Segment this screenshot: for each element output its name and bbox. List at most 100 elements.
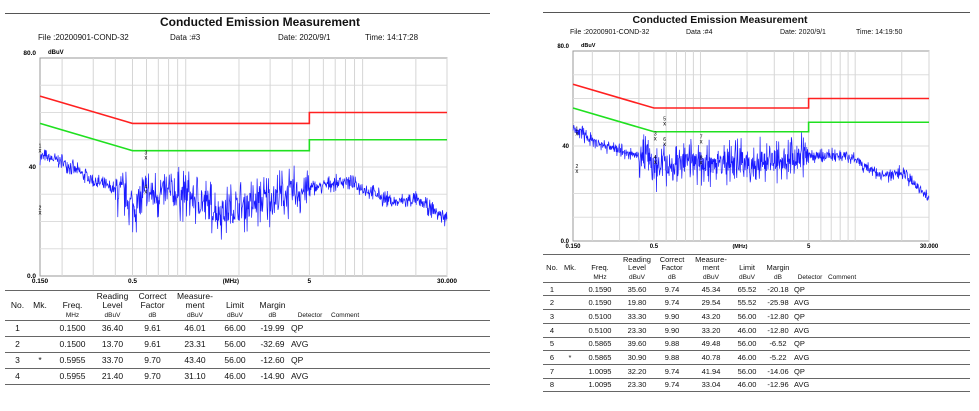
table-row: 6 * 0.5865 30.90 9.88 40.78 46.00 -5.22 AVG bbox=[543, 350, 970, 365]
cell-no: 4 bbox=[5, 367, 30, 385]
cell-no: 2 bbox=[5, 335, 30, 353]
cell-correct: 9.88 bbox=[653, 336, 691, 351]
results-table-left: No. Mk. Freq. Reading Level Correct Factor Me… bbox=[5, 290, 490, 385]
cell-no: 3 bbox=[543, 309, 561, 324]
avg-limit-line bbox=[572, 107, 929, 133]
qp-limit-line bbox=[572, 83, 929, 109]
cell-measure: 43.40 bbox=[175, 351, 215, 369]
cell-detector: QP bbox=[793, 281, 827, 296]
cell-limit: 56.00 bbox=[215, 351, 255, 369]
date-label: Date: 2020/9/1 bbox=[278, 33, 331, 42]
marker-number: 4 bbox=[654, 155, 657, 161]
col-header-margin: Margin bbox=[766, 262, 790, 272]
marker-x: x bbox=[654, 136, 657, 142]
cell-reading: 32.20 bbox=[621, 363, 653, 379]
cell-limit: 65.52 bbox=[731, 281, 763, 296]
cell-mk bbox=[561, 336, 579, 351]
col-header-limit: Limit bbox=[739, 262, 755, 272]
cell-measure: 45.34 bbox=[691, 281, 731, 296]
cell-no: 8 bbox=[543, 377, 561, 393]
cell-measure: 40.78 bbox=[691, 350, 731, 365]
y-tick-label: 80.0 bbox=[557, 44, 569, 50]
cell-reading: 35.60 bbox=[621, 281, 653, 296]
marker-number: 5 bbox=[663, 116, 666, 122]
cell-no: 6 bbox=[543, 350, 561, 365]
unit-u_limit: dBuV bbox=[227, 311, 243, 319]
cell-correct: 9.74 bbox=[653, 377, 691, 393]
file-label: File :20200901-COND-32 bbox=[38, 33, 129, 42]
marker-x: x bbox=[700, 161, 703, 167]
table-row: 2 0.1500 13.70 9.61 23.31 56.00 -32.69 AVG bbox=[5, 335, 490, 353]
cell-no: 1 bbox=[543, 281, 561, 296]
marker-x: x bbox=[39, 210, 42, 216]
unit-detector: Detector bbox=[297, 311, 323, 319]
unit-u_correct: dB bbox=[668, 273, 676, 281]
cell-mk bbox=[561, 295, 579, 310]
cell-measure: 23.31 bbox=[175, 335, 215, 353]
col-header-freq: Freq. bbox=[591, 262, 609, 272]
chart-title: Conducted Emission Measurement bbox=[632, 14, 808, 26]
cell-limit: 46.00 bbox=[731, 322, 763, 337]
cell-reading: 23.30 bbox=[621, 322, 653, 337]
emission-trace bbox=[39, 149, 448, 240]
cell-no: 2 bbox=[543, 295, 561, 310]
cell-freq: 0.1590 bbox=[579, 295, 621, 310]
chart-title: Conducted Emission Measurement bbox=[159, 15, 361, 29]
unit-detector: Detector bbox=[797, 273, 823, 281]
marker-number: 1 bbox=[39, 144, 42, 150]
table-row: 4 0.5100 23.30 9.90 33.20 46.00 -12.80 AVG bbox=[543, 322, 970, 337]
header-row: No. Mk. Freq. Reading Level Correct Factor Me… bbox=[543, 254, 970, 273]
cell-mk bbox=[561, 322, 579, 337]
cell-detector: QP bbox=[793, 363, 827, 379]
cell-mk bbox=[561, 309, 579, 324]
cell-reading: 39.60 bbox=[621, 336, 653, 351]
cell-measure: 46.01 bbox=[175, 319, 215, 337]
unit-u_freq: MHz bbox=[593, 273, 607, 281]
cell-detector: AVG bbox=[290, 335, 330, 353]
marker-x: x bbox=[663, 142, 666, 148]
cell-detector: AVG bbox=[793, 350, 827, 365]
col-header-limit: Limit bbox=[226, 299, 244, 310]
cell-limit: 56.00 bbox=[731, 363, 763, 379]
col-header-freq: Freq. bbox=[62, 299, 83, 310]
cell-reading: 33.70 bbox=[95, 351, 130, 369]
marker-number: 6 bbox=[663, 137, 666, 143]
cell-freq: 0.1590 bbox=[579, 281, 621, 296]
y-axis-unit: dBuV bbox=[48, 50, 64, 56]
cell-correct: 9.74 bbox=[653, 281, 691, 296]
marker-x: x bbox=[575, 169, 578, 175]
cell-margin: -19.99 bbox=[255, 319, 290, 337]
cell-freq: 0.1500 bbox=[50, 319, 95, 337]
cell-no: 1 bbox=[5, 319, 30, 337]
cell-detector: AVG bbox=[290, 367, 330, 385]
cell-measure: 49.48 bbox=[691, 336, 731, 351]
col-header-reading: Reading Level bbox=[623, 255, 651, 272]
file-label: File :20200901-COND-32 bbox=[570, 29, 650, 36]
col-header-no: No. bbox=[546, 262, 558, 272]
cell-measure: 33.04 bbox=[691, 377, 731, 393]
cell-correct: 9.74 bbox=[653, 363, 691, 379]
marker-number: 2 bbox=[39, 205, 42, 211]
y-tick-label: 0.0 bbox=[561, 239, 570, 245]
unit-u_limit: dBuV bbox=[739, 273, 755, 281]
marker-number: 3 bbox=[654, 131, 657, 137]
cell-measure: 29.54 bbox=[691, 295, 731, 310]
y-axis-unit: dBuV bbox=[581, 43, 596, 49]
table-row: 2 0.1590 19.80 9.74 29.54 55.52 -25.98 AVG bbox=[543, 295, 970, 310]
table-row: 1 0.1590 35.60 9.74 45.34 65.52 -20.18 QP bbox=[543, 281, 970, 296]
table-row: 1 0.1500 36.40 9.61 46.01 66.00 -19.99 QP bbox=[5, 319, 490, 337]
cell-freq: 0.5865 bbox=[579, 336, 621, 351]
cell-limit: 55.52 bbox=[731, 295, 763, 310]
top-rule bbox=[5, 13, 490, 14]
cell-detector: AVG bbox=[793, 377, 827, 393]
col-header-correct: Correct Factor bbox=[138, 291, 167, 310]
marker-number: 1 bbox=[576, 126, 579, 132]
marker-number: 2 bbox=[576, 164, 579, 170]
cell-margin: -12.96 bbox=[763, 377, 793, 393]
y-tick-label: 80.0 bbox=[23, 50, 36, 57]
y-tick-label: 0.0 bbox=[27, 273, 36, 280]
cell-freq: 0.5865 bbox=[579, 350, 621, 365]
unit-u_correct: dB bbox=[148, 311, 157, 319]
cell-correct: 9.70 bbox=[130, 351, 175, 369]
